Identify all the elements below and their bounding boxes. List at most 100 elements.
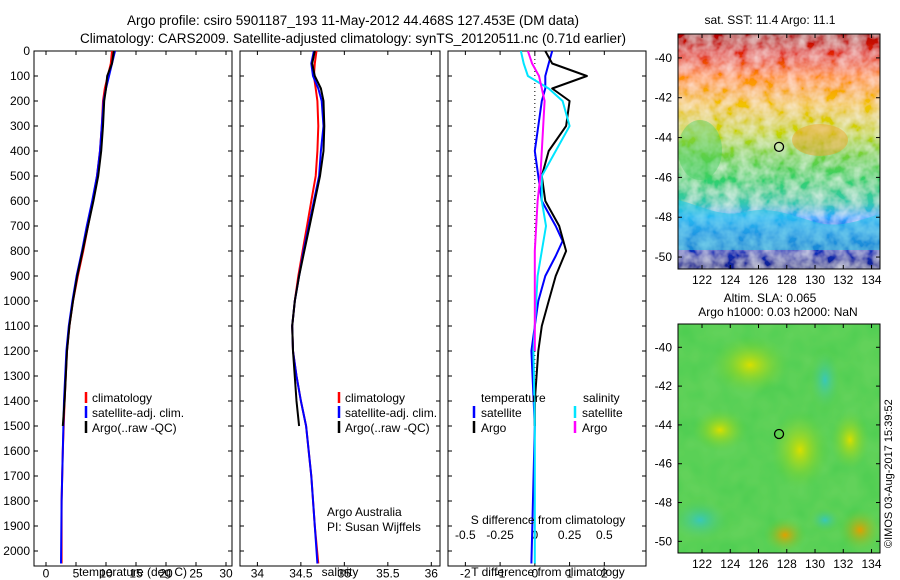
sst-cold-front [678, 200, 880, 250]
x-tick-label: 5 [73, 567, 80, 580]
sla-warm-eddy [763, 517, 807, 553]
credit-pi: PI: Susan Wijffels [327, 520, 421, 534]
x-tick-label: 35.5 [376, 567, 400, 580]
depth-tick-label: 1000 [3, 294, 30, 308]
sla-low-anomaly [807, 346, 843, 414]
lon-tick-label: 126 [749, 273, 769, 287]
series-line-temperature-argo [533, 51, 588, 426]
x-tick-label: 34.5 [289, 567, 313, 580]
series-line-salinity-argo [526, 51, 546, 351]
x-tick-label: 34 [251, 567, 265, 580]
lat-tick-label: -46 [655, 457, 673, 471]
sla-map-title-line1: Altim. SLA: 0.065 [724, 291, 817, 305]
depth-tick-label: 100 [10, 69, 30, 83]
legend-s-satellite-label: satellite [582, 406, 623, 420]
legend-climatology-label: climatology [345, 391, 405, 405]
salinity-xlabel: salinity [322, 565, 359, 579]
lat-tick-label: -50 [655, 534, 673, 548]
depth-tick-label: 1200 [3, 344, 30, 358]
depth-tick-label: 1700 [3, 469, 30, 483]
depth-tick-label: 300 [10, 119, 30, 133]
x-tick-label: 20 [159, 567, 173, 580]
x-tick-label: 2 [601, 567, 608, 580]
x-tick-label: 10 [99, 567, 113, 580]
lon-tick-label: 134 [862, 557, 882, 571]
depth-tick-label: 1600 [3, 444, 30, 458]
temperature-xlabel: temperature (deg C) [79, 565, 187, 579]
x-tick-label: 1 [566, 567, 573, 580]
x-tick-label: -2 [460, 567, 471, 580]
sla-high-anomaly [770, 410, 830, 490]
x-tick-label: -1 [495, 567, 506, 580]
legend-climatology-label: climatology [92, 391, 152, 405]
depth-tick-label: 2000 [3, 544, 30, 558]
lon-tick-label: 128 [777, 273, 797, 287]
sst-green-patch [678, 120, 722, 180]
salinity-axes-frame [239, 50, 441, 567]
depth-tick-label: 900 [10, 269, 30, 283]
salinity-depth-ticks [240, 50, 440, 552]
sla-map-title-line2: Argo h1000: 0.03 h2000: NaN [698, 305, 857, 319]
sla-high-anomaly [692, 408, 748, 452]
salinity-series [291, 51, 326, 564]
lon-tick-label: 132 [833, 273, 853, 287]
lat-tick-label: -40 [655, 51, 673, 65]
depth-tick-label: 500 [10, 169, 30, 183]
sla-low-anomaly [807, 506, 843, 534]
depth-tick-label: 200 [10, 94, 30, 108]
legend-argo-label: Argo(..raw -QC) [345, 421, 430, 435]
x-tick-label: 36 [425, 567, 439, 580]
top-tick-label: 0.5 [596, 528, 613, 542]
depth-tick-label: 1100 [4, 319, 30, 333]
lon-tick-label: 132 [833, 557, 853, 571]
lon-tick-label: 124 [720, 557, 740, 571]
depth-tick-label: 0 [23, 44, 30, 58]
depth-tick-label: 1900 [3, 519, 30, 533]
sla-map-axes: 122 124 126 128 130 132 134 -40 -42 -44 -46 -48 -50 [655, 324, 882, 571]
sst-map-frame [677, 33, 881, 270]
lat-tick-label: -48 [655, 210, 673, 224]
sst-warm-eddy [792, 124, 848, 156]
x-tick-label: 35 [338, 567, 352, 580]
depth-tick-label: 400 [10, 144, 30, 158]
legend-t-satellite-label: satellite [481, 406, 522, 420]
lat-tick-label: -44 [655, 131, 673, 145]
temperature-axis: 0 5 10 15 20 25 30 [43, 51, 233, 580]
legend-argo-label: Argo(..raw -QC) [92, 421, 177, 435]
lat-tick-label: -48 [655, 496, 673, 510]
depth-tick-label: 1300 [3, 369, 30, 383]
depth-tick-label: 800 [10, 244, 30, 258]
x-tick-label: 0 [531, 567, 538, 580]
lon-tick-label: 126 [749, 557, 769, 571]
difference-depth-ticks [448, 50, 646, 552]
lon-tick-label: 128 [777, 557, 797, 571]
temperature-series [60, 51, 116, 564]
lon-tick-label: 134 [862, 273, 882, 287]
top-tick-label: 0.25 [558, 528, 582, 542]
figure-title-line1: Argo profile: csiro 5901187_193 11-May-2… [127, 13, 579, 28]
sla-high-anomaly [710, 335, 790, 395]
sla-warm-eddy [838, 508, 880, 552]
series-line-argo-raw-qc- [61, 51, 115, 427]
imos-timestamp: ©IMOS 03-Aug-2017 15:39:52 [883, 399, 895, 548]
series-line-argo-raw-qc- [291, 51, 326, 427]
lon-tick-label: 122 [692, 273, 712, 287]
legend-temperature-title: temperature [481, 391, 546, 405]
depth-tick-label: 1800 [3, 494, 30, 508]
legend-s-argo-label: Argo [582, 421, 608, 435]
depth-axis: 0 100 200 300 400 500 600 700 800 900 1000 1100 1200… [3, 44, 232, 558]
depth-tick-label: 1400 [3, 394, 30, 408]
lat-tick-label: -40 [655, 340, 673, 354]
lon-tick-label: 122 [692, 557, 712, 571]
x-tick-label: 0 [43, 567, 50, 580]
argo-float-marker [773, 428, 785, 440]
lon-tick-label: 130 [805, 273, 825, 287]
x-tick-label: 30 [219, 567, 233, 580]
top-tick-label: -0.25 [486, 528, 514, 542]
temperature-axes-frame [33, 50, 233, 567]
credit-org: Argo Australia [327, 505, 402, 519]
sla-low-anomaly [678, 496, 734, 544]
lat-tick-label: -42 [655, 379, 673, 393]
